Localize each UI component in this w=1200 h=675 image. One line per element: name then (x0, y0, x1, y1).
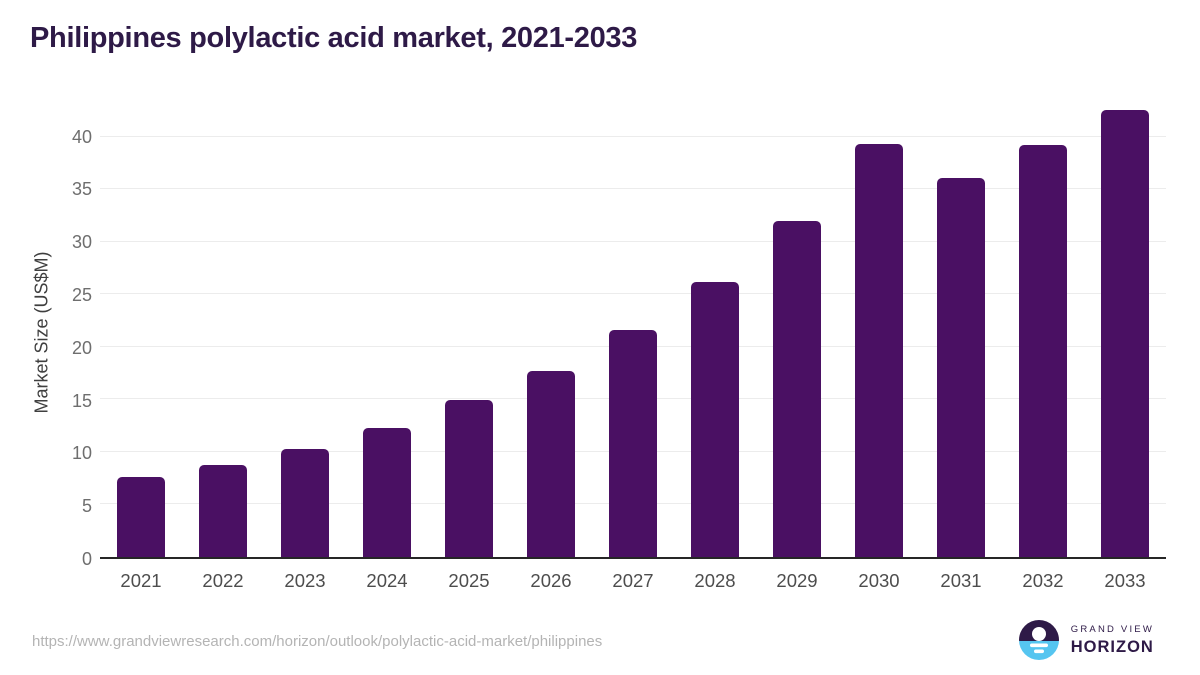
bar-slot-2032 (1002, 105, 1084, 557)
bar-2032 (1019, 144, 1067, 557)
bar-slot-2028 (674, 105, 756, 557)
bar-2030 (855, 143, 903, 557)
x-tick-label-2024: 2024 (366, 570, 408, 591)
x-axis-labels: 2021 2022 2023 2024 2025 2026 2027 2028 2029 2030… (100, 570, 1166, 592)
x-tick-label-2021: 2021 (120, 570, 162, 591)
bar-slot-2030 (838, 105, 920, 557)
horizon-sun-logo-icon (1018, 620, 1059, 660)
y-tick-label-5: 5 (81, 496, 92, 517)
y-tick-label-10: 10 (71, 443, 92, 464)
bar-2022 (199, 464, 247, 557)
y-tick-label-15: 15 (71, 390, 92, 411)
y-tick-label-35: 35 (71, 179, 92, 200)
gridline-40 (100, 135, 1166, 137)
bar-slot-2021 (100, 105, 182, 557)
bar-slot-2025 (428, 105, 510, 557)
logo-brand-name: GRAND VIEW (1070, 623, 1154, 635)
x-tick-label-2033: 2033 (1104, 570, 1146, 591)
logo-text: GRAND VIEW HORIZON (1071, 624, 1154, 657)
x-tick-label-2029: 2029 (776, 570, 818, 591)
bar-slot-2023 (264, 105, 346, 557)
plot-area (100, 105, 1166, 559)
x-tick-label-2025: 2025 (448, 570, 490, 591)
x-tick-label-2027: 2027 (612, 570, 654, 591)
y-axis-ticks: 0 5 10 15 20 25 30 35 40 (0, 105, 92, 568)
x-tick-label-2022: 2022 (202, 570, 244, 591)
bar-2027 (609, 329, 657, 557)
bar-2028 (691, 281, 739, 557)
x-tick-label-2023: 2023 (284, 570, 326, 591)
bar-2026 (527, 370, 575, 557)
gridline-35 (100, 188, 1166, 190)
bar-2023 (281, 448, 329, 557)
bar-2031 (937, 177, 985, 557)
bar-2021 (117, 477, 165, 557)
y-tick-label-20: 20 (71, 337, 92, 358)
bar-slot-2033 (1084, 105, 1166, 557)
bar-slot-2024 (346, 105, 428, 557)
y-tick-label-25: 25 (71, 285, 92, 306)
bar-slot-2022 (182, 105, 264, 557)
chart-title: Philippines polylactic acid market, 2021… (30, 22, 638, 54)
bar-slot-2029 (756, 105, 838, 557)
bar-2029 (773, 220, 821, 557)
x-tick-label-2030: 2030 (858, 570, 900, 591)
bar-2024 (363, 427, 411, 557)
bars-container (100, 105, 1166, 557)
x-tick-label-2032: 2032 (1022, 570, 1064, 591)
y-tick-label-40: 40 (71, 126, 92, 147)
source-url: https://www.grandviewresearch.com/horizo… (32, 633, 603, 650)
gridline-25 (100, 293, 1166, 295)
bar-2033 (1101, 110, 1149, 557)
y-tick-label-0: 0 (81, 549, 92, 569)
logo-product-name: HORIZON (1070, 637, 1154, 656)
bar-2025 (445, 400, 493, 557)
x-tick-label-2028: 2028 (694, 570, 736, 591)
grand-view-horizon-logo: GRAND VIEW HORIZON (1018, 620, 1154, 660)
x-tick-label-2026: 2026 (530, 570, 572, 591)
bar-slot-2026 (510, 105, 592, 557)
bar-slot-2031 (920, 105, 1002, 557)
y-tick-label-30: 30 (71, 232, 92, 253)
bar-slot-2027 (592, 105, 674, 557)
gridline-30 (100, 240, 1166, 242)
x-tick-label-2031: 2031 (940, 570, 982, 591)
